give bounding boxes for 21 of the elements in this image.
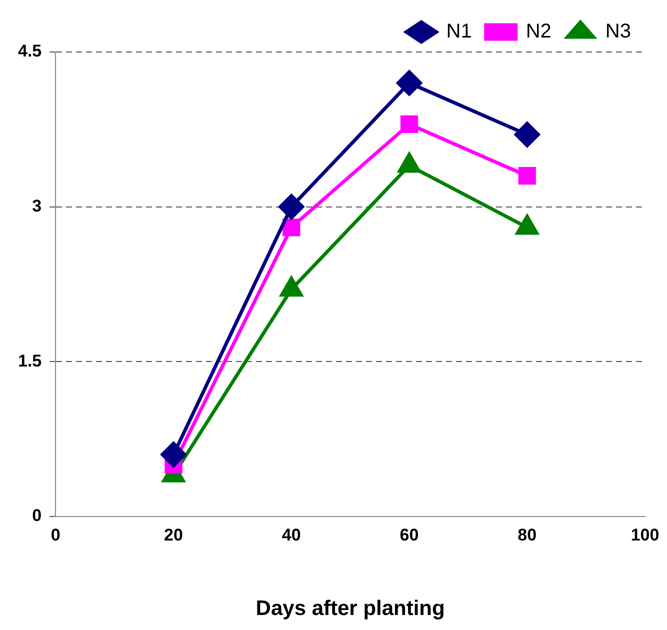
point: [282, 218, 300, 236]
point: [396, 70, 422, 96]
y-tick-label: 3: [32, 196, 42, 216]
y-tick-label: 1.5: [18, 351, 42, 370]
point: [278, 194, 304, 220]
x-tick-label: 60: [400, 525, 419, 544]
x-tick-label: 80: [518, 525, 537, 544]
y-tick-label: 4.5: [18, 42, 42, 61]
y-tick-label: 0: [32, 506, 42, 526]
x-tick-label: 40: [282, 525, 301, 544]
point: [160, 442, 186, 468]
legend-label: N3: [605, 20, 632, 43]
x-tick-label: 20: [164, 525, 183, 544]
point: [518, 167, 536, 185]
x-tick-label: 0: [50, 525, 60, 544]
x-axis-title: Days after planting: [256, 597, 445, 620]
point: [400, 115, 418, 134]
legend-label: N1: [446, 20, 472, 43]
legend-label: N2: [526, 20, 552, 43]
point: [514, 122, 540, 148]
x-tick-label: 100: [630, 525, 660, 544]
